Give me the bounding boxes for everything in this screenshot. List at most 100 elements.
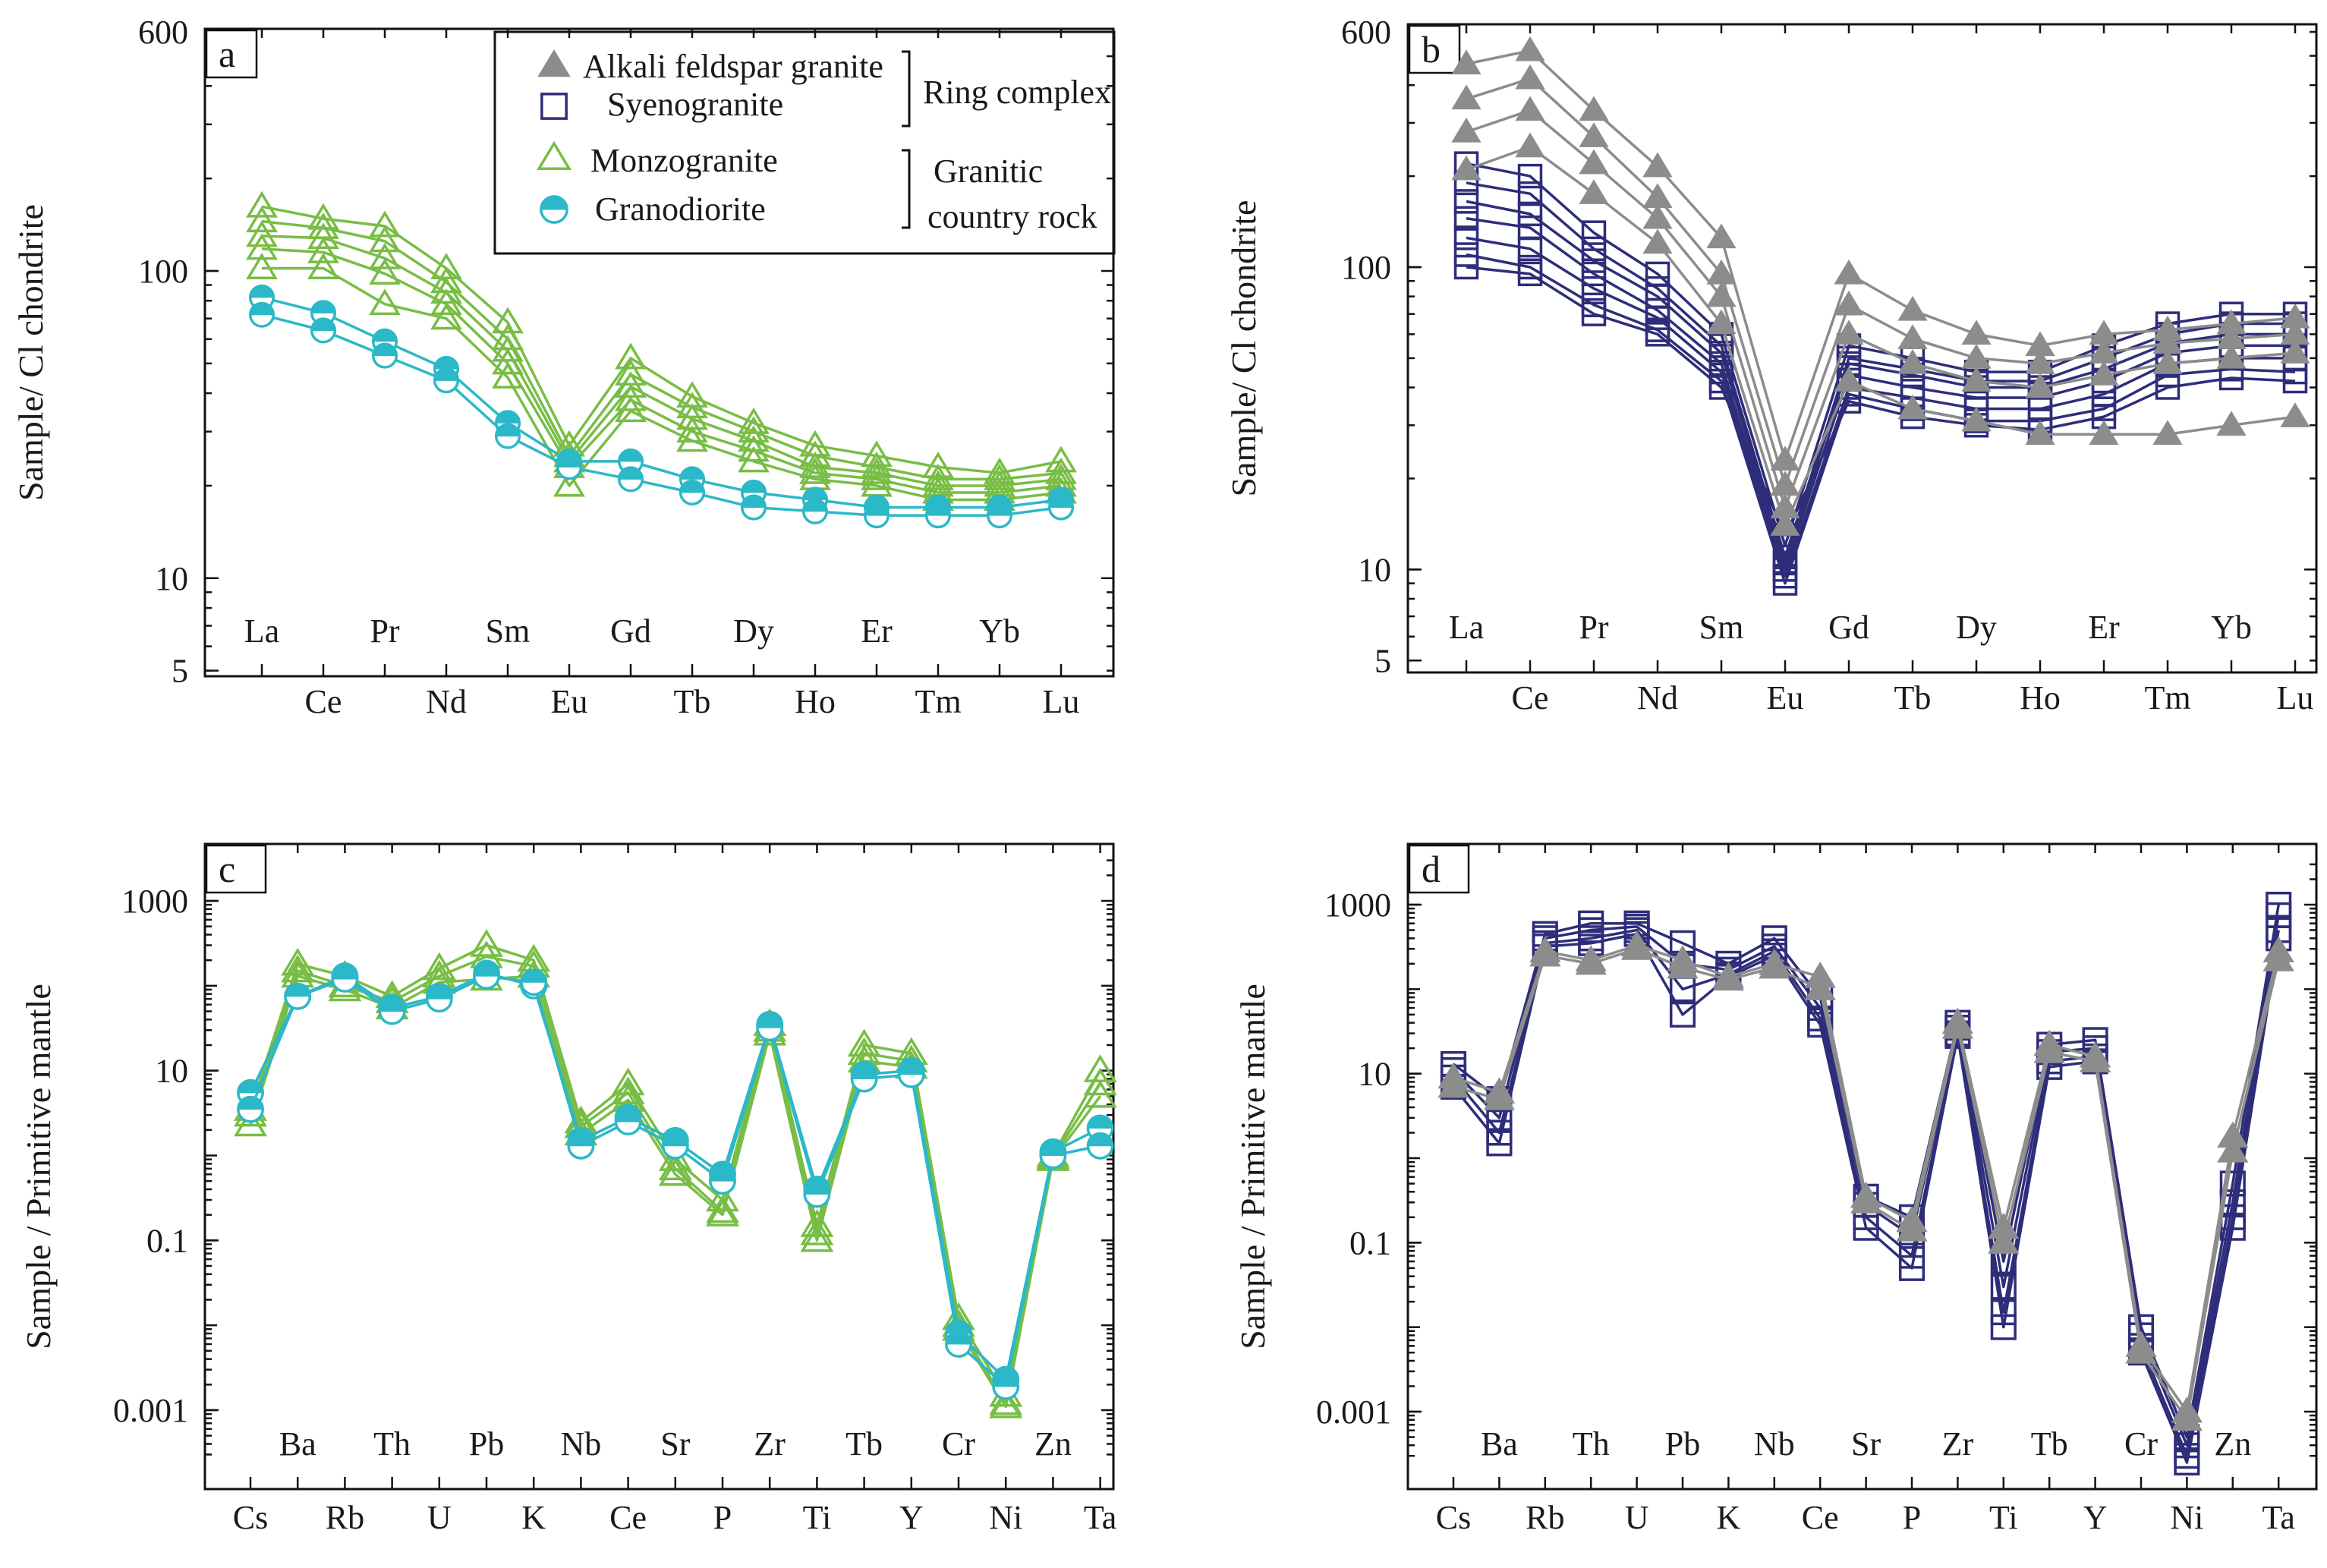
series-syenogranite [1440,902,2292,1459]
legend-bracket-ring [902,50,911,128]
data-point [1453,254,1479,280]
data-point [861,451,893,478]
data-point [331,965,359,993]
data-point [1529,940,1561,967]
x-tick-label: P [1903,1499,1921,1536]
x-tick-label: La [1449,609,1484,646]
data-point [1581,248,1607,273]
x-tick-label: Ba [1481,1425,1518,1463]
data-point [615,395,647,423]
data-point [850,1065,878,1093]
x-tick-label: Ta [2262,1499,2295,1536]
data-point [2152,420,2183,445]
x-tick-label: Sm [1699,609,1744,646]
data-point [1575,948,1607,975]
data-point [307,222,339,250]
series-alkali-feldspar-granite [1451,36,2310,471]
data-point [2280,338,2310,364]
x-tick-label: Nb [561,1425,602,1463]
data-point [799,451,831,478]
legend-marker-triangle-open [536,140,572,170]
data-point [709,1167,736,1195]
data-point [897,1060,925,1088]
data-point [378,997,406,1025]
data-point [1850,1187,1882,1214]
data-point [1961,320,1992,345]
panel-label: b [1422,28,1441,71]
data-point [986,502,1013,529]
data-point [425,985,453,1013]
data-point [1770,511,1800,536]
data-point [1897,295,1928,321]
data-point [661,1132,689,1160]
x-tick-label: Nd [426,683,467,720]
x-tick-label: Ni [989,1499,1022,1536]
data-point [1515,132,1545,158]
x-tick-label: Sm [486,612,531,650]
panel-a: 600 100 10 5 La Ce Pr Nd Sm Eu Gd Tb Dy Ho Er Tm Yb Lu Sam… [11,14,1115,720]
y-tick-label: 10 [1358,1056,1391,1093]
x-tick-label: Y [2083,1499,2108,1536]
panel-label-box [1408,24,1461,74]
data-point [1642,203,1673,229]
data-point [740,494,767,521]
x-tick-label: Zr [1942,1425,1974,1463]
y-tick-label: 1000 [121,883,188,920]
series-line [1453,943,2280,1413]
x-tick-label: Cr [942,1425,975,1463]
x-tick-label: Tm [915,683,961,720]
data-point [422,952,456,981]
y-tick-label: 5 [1374,642,1391,679]
panel-frame [1406,23,2318,674]
series-syenogranite [1453,254,2308,548]
data-point [1483,1084,1516,1110]
data-point [430,277,462,304]
data-point [369,242,401,269]
x-tick-label: Gd [610,612,651,650]
x-tick-label: Y [899,1499,924,1536]
x-tick-label: Rb [326,1499,364,1536]
legend-marker-square-open [540,93,568,120]
data-point [1941,1012,1974,1039]
series-syenogranite [1440,891,2292,1450]
panel-label: c [219,848,235,890]
series-syenogranite [1453,242,2308,596]
data-point [984,457,1016,484]
data-point [1047,494,1075,521]
data-point [1581,301,1607,326]
x-tick-label: Nd [1637,679,1678,716]
data-point [307,253,339,280]
data-point [1712,964,1745,991]
data-point [1453,189,1479,214]
data-point [1515,36,1545,61]
x-tick-label: Pr [1579,609,1608,646]
data-point [492,307,524,334]
data-point [861,463,893,490]
x-tick-label: Cs [233,1499,268,1536]
data-point [2217,1136,2249,1163]
series-alkali-feldspar-granite [1451,96,2310,518]
legend-label-grano: Granodiorite [595,190,766,228]
data-point [658,1152,692,1181]
x-tick-label: Sr [660,1425,690,1463]
x-tick-label: Ce [1512,679,1549,716]
data-point [1517,201,1543,227]
panel-frame [203,842,1115,1491]
series-alkali-feldspar-granite [1437,934,2294,1431]
series-monzogranite [234,959,1117,1418]
data-point [1897,324,1928,349]
data-point [1834,320,1864,345]
x-tick-label: Dy [733,612,774,650]
data-point [1898,1255,1926,1281]
data-point [1581,261,1607,287]
y-tick-label: 5 [172,653,188,690]
data-point [234,1108,267,1137]
series-line [261,219,1062,481]
y-axis-ticks [205,30,1113,672]
x-tick-label: Zn [1034,1425,1072,1463]
data-point [492,361,524,389]
data-point [2280,402,2310,427]
data-point [2079,1046,2111,1072]
data-point [800,1217,834,1245]
